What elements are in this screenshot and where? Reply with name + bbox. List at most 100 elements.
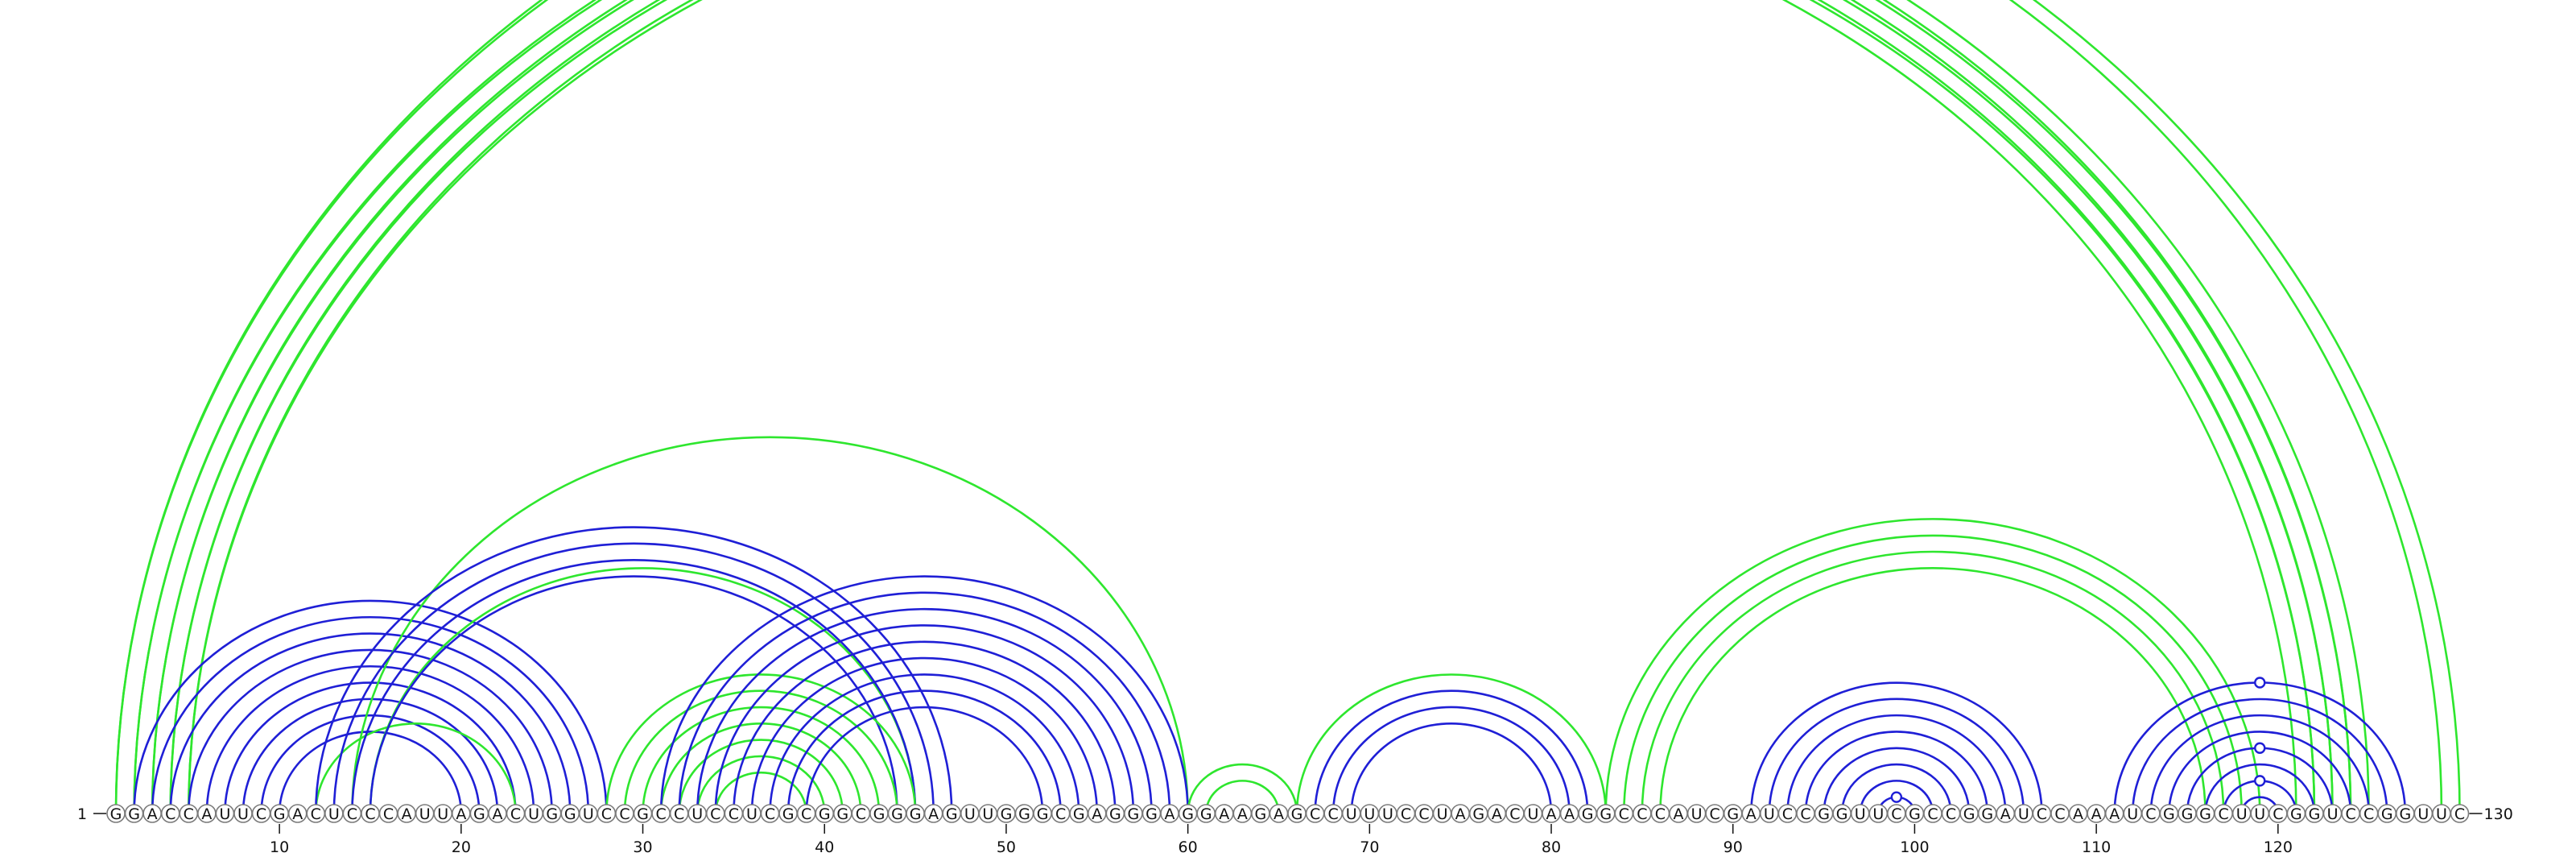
base-pair-arc-29-44 [623, 689, 898, 814]
nucleotide-letter: C [1782, 805, 1793, 823]
nucleotide-letter: G [1836, 805, 1848, 823]
nucleotide-letter: G [946, 805, 958, 823]
nucleotide-letter: C [1800, 805, 1810, 823]
nucleotide-68: C [1323, 804, 1343, 823]
nucleotide-letter: G [546, 805, 558, 823]
nucleotide-letter: U [419, 805, 431, 823]
nucleotide-33: U [687, 804, 708, 823]
nucleotide-100: G [1905, 804, 1925, 823]
nucleotide-92: U [1760, 804, 1779, 823]
tick-label-90: 90 [1724, 838, 1743, 856]
nucleotide-52: G [1033, 804, 1052, 823]
nucleotide-letter: G [1600, 805, 1612, 823]
nucleotide-101: C [1923, 804, 1942, 823]
base-pair-arc-37-54 [769, 673, 1080, 814]
nucleotide-letter: U [2236, 805, 2248, 823]
nucleotide-letter: C [801, 805, 811, 823]
nucleotide-letter: U [2417, 805, 2429, 823]
nucleotide-112: U [2123, 804, 2143, 823]
nucleotide-letter: C [1619, 805, 1629, 823]
nucleotide-41: G [833, 804, 852, 823]
nucleotide-47: G [942, 804, 962, 823]
base-pair-arc-113-125 [2149, 714, 2370, 814]
base-pair-arc-86-116 [1659, 567, 2207, 814]
nucleotide-letter: G [2399, 805, 2411, 823]
base-pair-arc-31-60 [659, 575, 1189, 814]
nucleotide-17: A [397, 804, 416, 823]
nucleotide-95: G [1814, 804, 1834, 823]
nucleotide-letter: C [1401, 805, 1411, 823]
nucleotide-34: C [706, 804, 725, 823]
ticks-layer: 10 20 30 40 50 60 70 80 90 100 110 120 [270, 824, 2293, 856]
nucleotide-87: A [1669, 804, 1688, 823]
nucleotide-letter: U [691, 805, 703, 823]
nucleotide-88: U [1686, 804, 1707, 823]
nucleotide-18: U [415, 804, 435, 823]
nucleotide-letter: G [873, 805, 886, 823]
nucleotide-letter: A [1746, 805, 1757, 823]
nucleotide-letter: U [1691, 805, 1703, 823]
nucleotide-8: U [233, 804, 253, 823]
nucleotide-letter: C [619, 805, 630, 823]
base-pair-arc-92-106 [1768, 698, 2025, 814]
nucleotide-66: G [1287, 804, 1307, 823]
base-pair-arc-14-45 [351, 558, 917, 814]
nucleotide-letter: A [1674, 805, 1684, 823]
base-pair-arc-14-60 [351, 436, 1189, 814]
base-pair-arc-5-122 [187, 0, 2316, 814]
nucleotide-letter: C [1310, 805, 1320, 823]
base-pair-arc-61-65 [1204, 780, 1280, 814]
nucleotide-123: U [2322, 804, 2343, 823]
base-pair-arc-8-22 [242, 698, 499, 814]
base-pair-arc-15-44 [369, 575, 898, 814]
nucleotide-letter: G [1291, 805, 1303, 823]
nucleotide-letter: A [1237, 805, 1248, 823]
nucleotide-80: A [1542, 804, 1561, 823]
nucleotide-77: A [1487, 804, 1507, 823]
nucleotide-71: U [1378, 804, 1397, 823]
nucleotide-letter: G [836, 805, 848, 823]
nucleotide-letter: A [456, 805, 466, 823]
nucleotide-129: U [2432, 804, 2451, 823]
nucleotide-32: C [669, 804, 689, 823]
nucleotide-letter: U [1437, 805, 1448, 823]
nucleotide-letter: A [2000, 805, 2011, 823]
nucleotide-98: U [1868, 804, 1889, 823]
nucleotide-115: G [2178, 804, 2197, 823]
base-pair-arc-33-58 [696, 607, 1153, 814]
tick-label-20: 20 [452, 838, 471, 856]
base-pair-arc-68-81 [1331, 706, 1571, 814]
nucleotide-circle [2450, 804, 2470, 823]
nucleotide-letter: A [1219, 805, 1229, 823]
nucleotide-letter: U [1872, 805, 1884, 823]
base-pair-arc-85-117 [1641, 550, 2225, 814]
nucleotide-letter: C [2273, 805, 2283, 823]
nucleotide-25: G [542, 804, 562, 823]
nucleotide-letter: C [2363, 805, 2374, 823]
base-pair-arc-4-26 [169, 632, 572, 814]
nucleotide-letter: C [856, 805, 866, 823]
nucleotide-letter: U [2127, 805, 2138, 823]
base-pair-arc-5-25 [187, 648, 553, 814]
nucleotide-97: U [1850, 804, 1870, 823]
tick-label-50: 50 [997, 838, 1016, 856]
nucleotide-letter: G [2163, 805, 2175, 823]
nucleotide-letter: C [601, 805, 612, 823]
nucleotide-107: C [2032, 804, 2052, 823]
tick-label-40: 40 [815, 838, 834, 856]
nucleotide-letter: G [473, 805, 485, 823]
nucleotide-117: C [2214, 804, 2233, 823]
nucleotide-93: C [1777, 804, 1798, 823]
nucleotide-letter: U [746, 805, 758, 823]
nucleotide-letter: G [564, 805, 576, 823]
nucleotide-65: A [1269, 804, 1289, 823]
nucleotide-6: A [197, 804, 217, 823]
nucleotide-84: C [1614, 804, 1634, 823]
nucleotide-110: A [2087, 804, 2106, 823]
nucleotide-letter: C [2454, 805, 2465, 823]
nucleotide-16: C [378, 804, 398, 823]
nucleotide-48: U [960, 804, 980, 823]
base-pair-arc-83-119 [1604, 518, 2261, 814]
nucleotide-128: U [2413, 804, 2434, 823]
nucleotide-letter: G [2199, 805, 2211, 823]
